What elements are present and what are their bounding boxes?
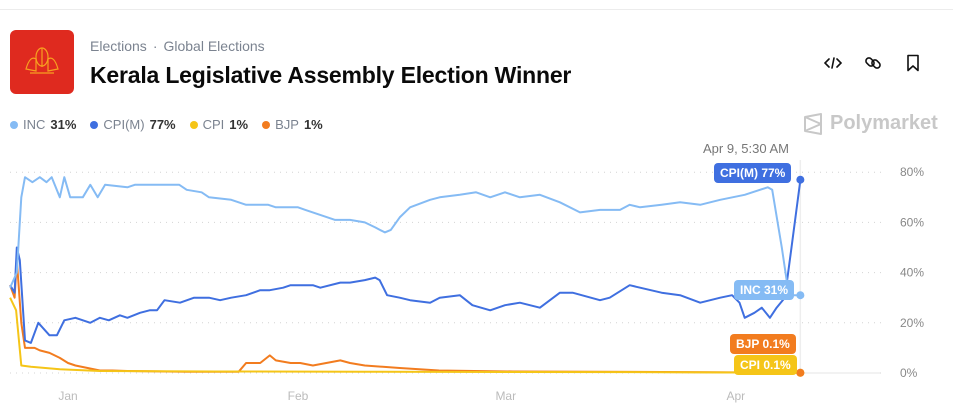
tooltip-inc: INC 31% [734, 280, 795, 300]
legend-label: CPI(M) [103, 117, 145, 132]
series-endpoint-cpim [796, 175, 805, 184]
breadcrumb-global-elections[interactable]: Global Elections [163, 38, 265, 54]
breadcrumb-elections[interactable]: Elections [90, 38, 147, 54]
hover-date: Apr 9, 5:30 AM [703, 141, 789, 156]
kerala-emblem-icon [25, 47, 59, 74]
legend-label: CPI [202, 117, 225, 132]
legend-item-cpi: CPI 1% [189, 117, 249, 132]
series-endpoint-inc [796, 291, 805, 300]
market-logo [10, 30, 74, 94]
breadcrumb-separator: · [152, 38, 158, 54]
legend-dot [90, 120, 99, 129]
y-tick-label: 80% [900, 165, 924, 179]
x-tick-label: Jan [58, 389, 77, 403]
legend-item-inc: INC 31% [10, 117, 76, 132]
legend-value: 31% [50, 117, 77, 132]
series-line-inc [9, 176, 801, 297]
legend-label: BJP [275, 117, 299, 132]
embed-icon [824, 57, 842, 69]
top-divider [0, 9, 953, 10]
legend-dot [10, 120, 18, 129]
bookmark-button[interactable] [902, 52, 924, 74]
series-line-cpim [9, 179, 802, 344]
brand-name: Polymarket [830, 112, 938, 134]
y-tick-label: 40% [900, 266, 924, 280]
legend-value: 1% [303, 117, 323, 132]
polymarket-logo-icon [804, 112, 822, 135]
legend-value: 77% [149, 117, 176, 132]
page-title: Kerala Legislative Assembly Election Win… [90, 62, 572, 88]
breadcrumb: Elections · Global Elections [90, 38, 265, 54]
x-tick-label: Apr [726, 389, 745, 403]
price-chart[interactable]: 0% 20% 40% 60% 80% Jan Feb Mar Apr [0, 140, 953, 415]
y-tick-label: 60% [900, 215, 924, 229]
y-tick-label: 0% [900, 366, 918, 380]
polymarket-brand: Polymarket [802, 112, 938, 135]
chart-legend: INC 31% CPI(M) 77% CPI 1% BJP 1% [10, 117, 323, 132]
copy-link-button[interactable] [862, 52, 884, 74]
tooltip-cpim: CPI(M) 77% [714, 163, 792, 183]
x-tick-label: Mar [495, 389, 516, 403]
series-endpoint-bjp [796, 368, 805, 377]
bookmark-icon [907, 54, 919, 72]
embed-button[interactable] [822, 52, 844, 74]
legend-item-cpim: CPI(M) 77% [90, 117, 176, 132]
legend-label: INC [23, 117, 46, 132]
link-icon [865, 57, 881, 69]
tooltip-cpi: CPI 0.1% [734, 355, 797, 375]
legend-item-bjp: BJP 1% [262, 117, 323, 132]
legend-dot [189, 120, 198, 129]
tooltip-bjp: BJP 0.1% [730, 334, 796, 354]
series-line-cpi [9, 297, 801, 374]
y-tick-label: 20% [900, 316, 924, 330]
legend-value: 1% [229, 117, 249, 132]
legend-dot [262, 120, 271, 129]
x-tick-label: Feb [288, 389, 309, 403]
